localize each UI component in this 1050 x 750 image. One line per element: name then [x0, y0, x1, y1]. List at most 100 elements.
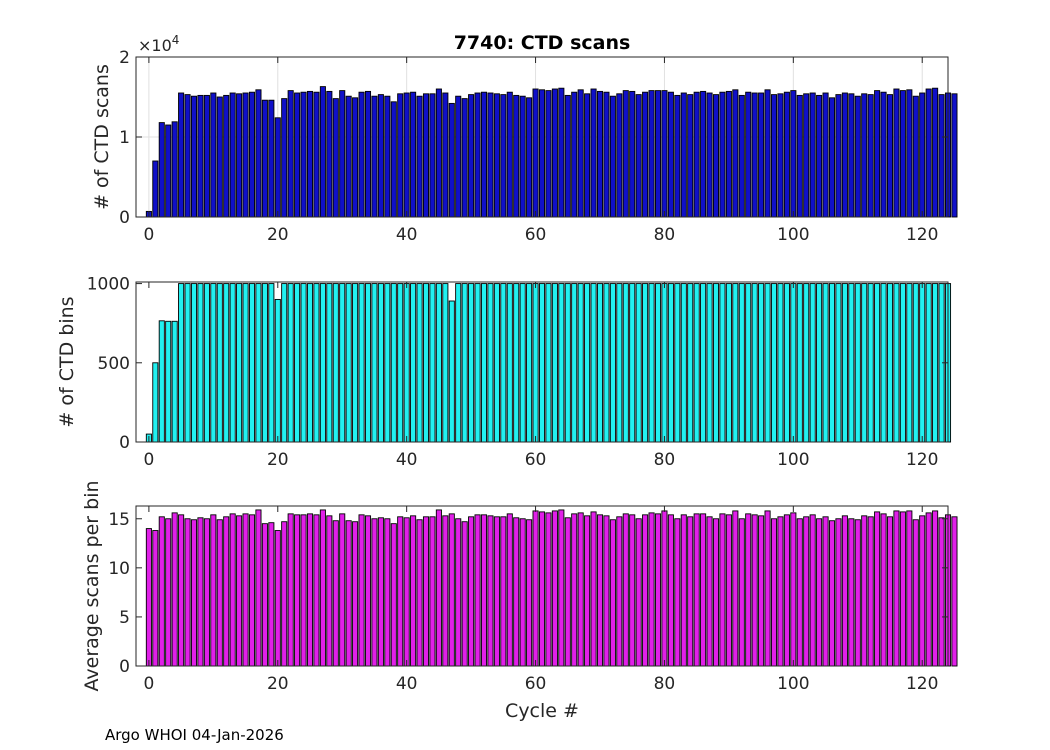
bar-cycle-99	[783, 91, 790, 218]
bar-cycle-84	[687, 94, 694, 218]
bar-cycle-55	[500, 283, 507, 443]
bar-cycle-123	[938, 517, 945, 667]
bar-cycle-2	[158, 516, 165, 667]
bar-cycle-108	[841, 515, 848, 667]
bar-cycle-72	[609, 283, 616, 443]
bar-cycle-3	[165, 518, 172, 667]
x-tick-label: 60	[525, 225, 547, 245]
bar-cycle-57	[513, 283, 520, 443]
bar-cycle-63	[551, 88, 558, 218]
bar-cycle-31	[345, 283, 352, 443]
bar-cycle-118	[906, 510, 913, 667]
bar-cycle-28	[326, 90, 333, 218]
bar-cycle-120	[919, 283, 926, 443]
bar-cycle-122	[932, 87, 939, 218]
y-tick-label: 1000	[87, 275, 130, 295]
bar-cycle-52	[480, 283, 488, 443]
bar-cycle-40	[403, 92, 410, 218]
bar-cycle-95	[758, 92, 765, 218]
x-tick-label: 0	[143, 450, 154, 470]
bar-cycle-18	[261, 99, 268, 218]
bar-cycle-28	[326, 283, 333, 443]
bar-cycle-61	[538, 89, 546, 218]
bar-cycle-11	[216, 283, 223, 443]
bar-cycle-105	[822, 516, 829, 667]
bar-cycle-89	[719, 91, 726, 218]
bar-cycle-9	[203, 518, 210, 667]
bar-cycle-118	[906, 283, 913, 443]
bar-cycle-113	[874, 90, 881, 218]
bar-cycle-51	[474, 92, 481, 218]
x-tick-label: 120	[906, 225, 938, 245]
bar-cycle-117	[899, 511, 906, 667]
bar-cycle-27	[319, 509, 326, 667]
bar-cycle-21	[281, 283, 288, 443]
bar-cycle-76	[635, 518, 642, 667]
y-axis-label: # of CTD bins	[56, 296, 78, 427]
bar-cycle-91	[732, 283, 739, 443]
bar-cycle-34	[364, 515, 372, 667]
bar-cycle-75	[629, 283, 636, 443]
y-tick-label: 10	[108, 559, 130, 579]
x-tick-label: 80	[654, 225, 676, 245]
bar-cycle-93	[745, 513, 752, 667]
bar-cycle-35	[371, 95, 378, 218]
bar-cycle-4	[171, 512, 178, 667]
bar-cycle-57	[513, 517, 520, 667]
bar-cycle-34	[364, 283, 372, 443]
bar-cycle-36	[377, 94, 384, 218]
bar-cycle-32	[352, 97, 359, 218]
y-tick-label: 500	[98, 354, 130, 374]
bar-cycle-30	[339, 283, 346, 443]
bar-cycle-56	[506, 513, 513, 667]
bar-cycle-33	[358, 514, 365, 667]
bar-cycle-125	[951, 516, 958, 667]
x-tick-label: 0	[143, 674, 154, 694]
bar-cycle-108	[841, 92, 848, 218]
bar-cycle-56	[506, 283, 513, 443]
bar-cycle-66	[571, 513, 578, 667]
y-tick-label: 0	[119, 433, 130, 453]
bar-cycle-105	[822, 92, 829, 218]
bar-cycle-122	[932, 283, 939, 443]
bar-cycle-46	[442, 283, 449, 443]
bar-cycle-20	[274, 117, 281, 218]
bar-cycle-42	[416, 519, 423, 667]
bar-cycle-45	[435, 283, 442, 443]
bar-cycle-44	[429, 93, 436, 218]
y-tick-label: 2	[119, 48, 130, 68]
bar-cycle-73	[616, 283, 623, 443]
bar-cycle-39	[397, 283, 404, 443]
bar-cycle-6	[184, 94, 191, 218]
bar-cycle-96	[764, 89, 771, 218]
bar-cycle-111	[861, 515, 868, 667]
bar-cycle-62	[545, 283, 552, 443]
bar-cycle-98	[777, 93, 784, 218]
bar-cycle-107	[835, 94, 842, 218]
bar-cycle-3	[165, 320, 172, 443]
bar-cycle-32	[352, 283, 359, 443]
bar-cycle-38	[390, 101, 397, 218]
bar-cycle-109	[848, 283, 855, 443]
bar-cycle-119	[912, 519, 919, 667]
bar-cycle-45	[435, 88, 442, 218]
bar-cycle-49	[461, 98, 468, 218]
bar-cycle-64	[558, 87, 565, 218]
bar-cycle-106	[828, 283, 836, 443]
bar-cycle-33	[358, 283, 365, 443]
bar-cycle-90	[725, 514, 732, 667]
bar-cycle-35	[371, 518, 378, 667]
bar-cycle-17	[255, 509, 262, 667]
bar-cycle-1	[152, 530, 159, 667]
bar-cycle-104	[816, 94, 823, 218]
bar-cycle-20	[274, 298, 281, 443]
bar-cycle-32	[352, 521, 359, 667]
bar-cycle-92	[738, 94, 745, 218]
bar-cycle-26	[313, 91, 320, 218]
bar-cycle-53	[487, 283, 494, 443]
bar-cycle-77	[642, 283, 649, 443]
bar-cycle-84	[687, 283, 694, 443]
bar-cycle-10	[210, 92, 217, 218]
bar-cycle-59	[526, 519, 533, 667]
